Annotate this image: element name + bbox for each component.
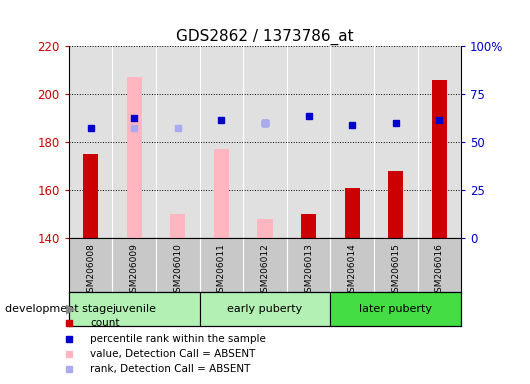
Bar (200, 292, 330, 326)
Bar (388, 171, 403, 238)
Bar (344, 188, 360, 238)
Text: count: count (90, 318, 120, 328)
Text: percentile rank within the sample: percentile rank within the sample (90, 334, 266, 344)
Bar (432, 79, 447, 238)
Bar (330, 292, 461, 326)
Title: GDS2862 / 1373786_at: GDS2862 / 1373786_at (176, 28, 354, 45)
Bar (83, 154, 99, 238)
Text: development stage: development stage (5, 304, 113, 314)
Text: ▶: ▶ (66, 303, 76, 316)
Text: rank, Detection Call = ABSENT: rank, Detection Call = ABSENT (90, 364, 251, 374)
Bar (127, 77, 142, 238)
Text: GSM206014: GSM206014 (348, 243, 357, 298)
Text: GSM206013: GSM206013 (304, 243, 313, 298)
Text: GSM206012: GSM206012 (261, 243, 269, 298)
Bar (258, 219, 272, 238)
Text: GSM206010: GSM206010 (173, 243, 182, 298)
Text: later puberty: later puberty (359, 304, 432, 314)
Text: GSM206011: GSM206011 (217, 243, 226, 298)
Text: GSM206016: GSM206016 (435, 243, 444, 298)
Text: value, Detection Call = ABSENT: value, Detection Call = ABSENT (90, 349, 255, 359)
Text: GSM206008: GSM206008 (86, 243, 95, 298)
Bar (301, 214, 316, 238)
Text: GSM206009: GSM206009 (130, 243, 139, 298)
Text: GSM206015: GSM206015 (391, 243, 400, 298)
Text: juvenile: juvenile (112, 304, 156, 314)
Bar (170, 214, 185, 238)
Bar (214, 149, 229, 238)
Text: early puberty: early puberty (227, 304, 303, 314)
Bar (69, 292, 200, 326)
